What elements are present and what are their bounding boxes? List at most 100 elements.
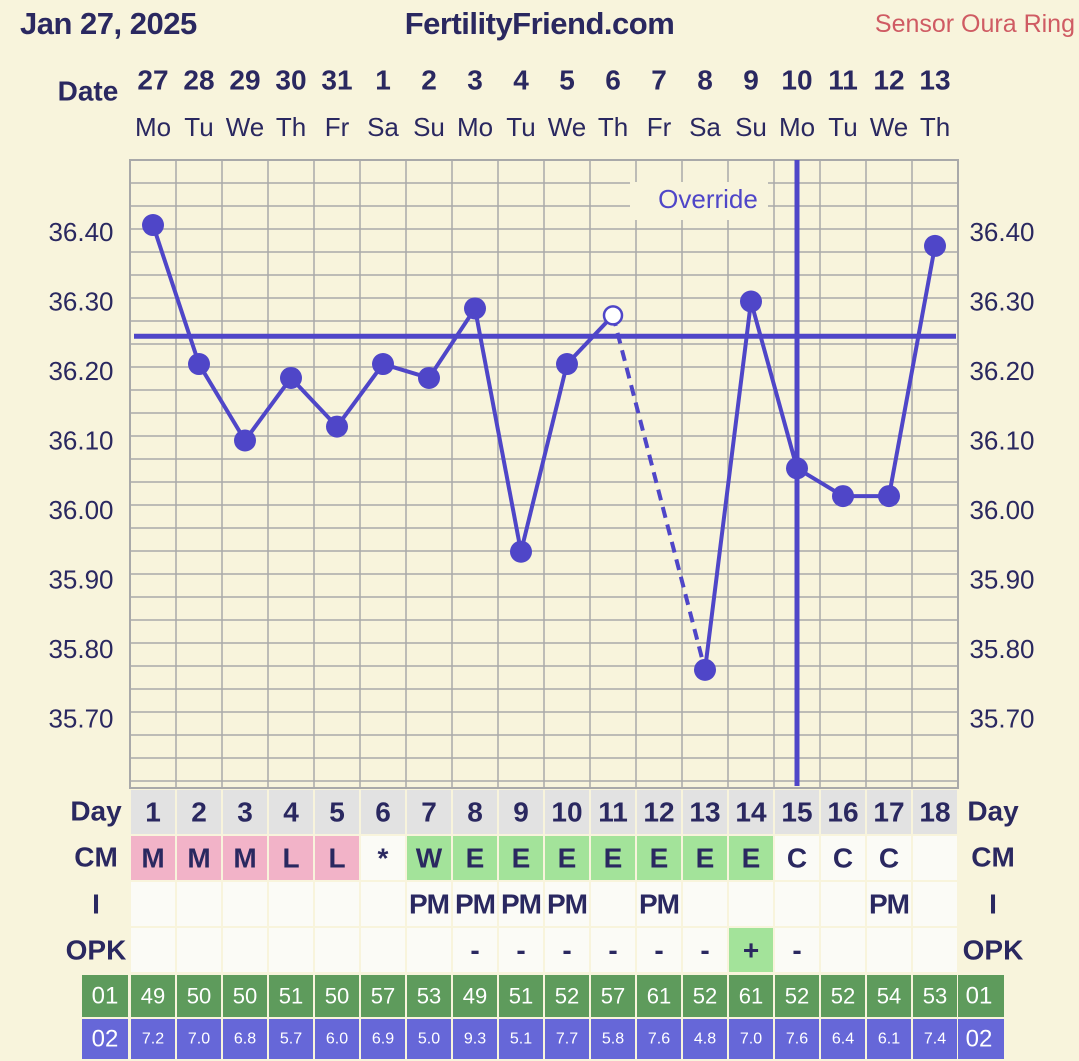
- y-tick-right: 36.20: [969, 356, 1034, 386]
- y-tick-left: 36.20: [48, 356, 113, 386]
- temp-point[interactable]: [924, 234, 946, 257]
- weekday-label: Mo: [457, 112, 493, 142]
- date-label: 12: [873, 65, 904, 96]
- temp-point[interactable]: [510, 540, 532, 563]
- temp-point[interactable]: [556, 353, 578, 376]
- intercourse-cell: [131, 882, 175, 926]
- temp-point[interactable]: [280, 366, 302, 389]
- temp-point[interactable]: [418, 366, 440, 389]
- row01-value: 52: [785, 984, 809, 1009]
- temp-point[interactable]: [372, 353, 394, 376]
- row01-cell: [499, 975, 543, 1017]
- day-row-label-left: Day: [70, 796, 122, 827]
- date-label: 7: [651, 65, 667, 96]
- intercourse-cell: [913, 882, 957, 926]
- temp-point[interactable]: [602, 305, 624, 326]
- cm-cell: [407, 836, 451, 880]
- temp-point[interactable]: [188, 353, 210, 376]
- temp-point[interactable]: [694, 658, 716, 681]
- override-label: Override: [658, 184, 758, 214]
- cm-value: C: [787, 843, 807, 874]
- weekday-label: Tu: [828, 112, 857, 142]
- opk-cell: [177, 928, 221, 972]
- row01-cell: [269, 975, 313, 1017]
- row02-value: 6.0: [326, 1031, 348, 1048]
- row01-cell: [729, 975, 773, 1017]
- row02-value: 5.0: [418, 1031, 440, 1048]
- opk-cell: [775, 928, 819, 972]
- day-cell: [867, 790, 911, 834]
- cm-value: M: [141, 843, 164, 874]
- row02-cell: [637, 1019, 681, 1059]
- weekday-label: Su: [413, 112, 445, 142]
- temp-line: [243, 376, 293, 442]
- weekday-label: Sa: [367, 112, 399, 142]
- opk-value: -: [654, 935, 663, 966]
- row01-cell: [407, 975, 451, 1017]
- temp-line: [427, 307, 477, 380]
- cm-value: E: [696, 843, 715, 874]
- temp-point[interactable]: [878, 485, 900, 508]
- temp-point[interactable]: [740, 290, 762, 313]
- date-label: 31: [321, 65, 352, 96]
- opk-cell: [223, 928, 267, 972]
- opk-cell: [729, 928, 773, 972]
- opk-cell: [913, 928, 957, 972]
- row02-cell: [775, 1019, 819, 1059]
- weekday-label: Sa: [689, 112, 721, 142]
- day-cell: [821, 790, 865, 834]
- row01-value: 54: [877, 984, 901, 1009]
- weekday-label: Tu: [506, 112, 535, 142]
- y-tick-left: 35.80: [48, 634, 113, 664]
- row01-value: 51: [279, 984, 303, 1009]
- opk-cell: [361, 928, 405, 972]
- cm-cell: [177, 836, 221, 880]
- row02-cell: [821, 1019, 865, 1059]
- row01-label-bg-left: [82, 975, 128, 1017]
- day-cell: [683, 790, 727, 834]
- row01-cell: [545, 975, 589, 1017]
- temp-line: [749, 300, 799, 469]
- row01-cell: [867, 975, 911, 1017]
- site-title[interactable]: FertilityFriend.com: [404, 6, 675, 41]
- cm-row-label-right: CM: [971, 842, 1015, 873]
- date-label: 29: [229, 65, 260, 96]
- cycle-day-label: 7: [421, 797, 437, 828]
- opk-value: -: [470, 935, 479, 966]
- cm-value: M: [187, 843, 210, 874]
- cm-cell: [775, 836, 819, 880]
- intercourse-cell: [453, 882, 497, 926]
- row01-value: 61: [739, 984, 763, 1009]
- row01-value: 53: [923, 984, 947, 1009]
- temp-point[interactable]: [234, 429, 256, 452]
- temp-point[interactable]: [464, 297, 486, 320]
- y-tick-right: 36.30: [969, 287, 1034, 317]
- date-label: 10: [781, 65, 812, 96]
- cm-cell: [223, 836, 267, 880]
- row02-cell: [223, 1019, 267, 1059]
- intercourse-cell: [177, 882, 221, 926]
- date-label: 8: [697, 65, 713, 96]
- opk-cell: [821, 928, 865, 972]
- cm-cell: [499, 836, 543, 880]
- temp-point[interactable]: [142, 214, 164, 237]
- cm-cell: [545, 836, 589, 880]
- temp-point[interactable]: [832, 485, 854, 508]
- intercourse-cell: [361, 882, 405, 926]
- date-label: 5: [559, 65, 575, 96]
- temp-line: [703, 301, 753, 671]
- row01-cell: [775, 975, 819, 1017]
- temp-point[interactable]: [326, 415, 348, 438]
- row02-value: 6.8: [234, 1031, 256, 1048]
- row01-label-left: 01: [92, 983, 119, 1010]
- day-cell: [315, 790, 359, 834]
- cm-cell: [131, 836, 175, 880]
- intercourse-cell: [223, 882, 267, 926]
- row01-value: 52: [555, 984, 579, 1009]
- temp-point[interactable]: [786, 457, 808, 480]
- row02-cell: [545, 1019, 589, 1059]
- row02-label-right: 02: [966, 1026, 993, 1053]
- day-cell: [407, 790, 451, 834]
- row02-value: 5.7: [280, 1031, 302, 1048]
- cm-row-label-left: CM: [74, 842, 118, 873]
